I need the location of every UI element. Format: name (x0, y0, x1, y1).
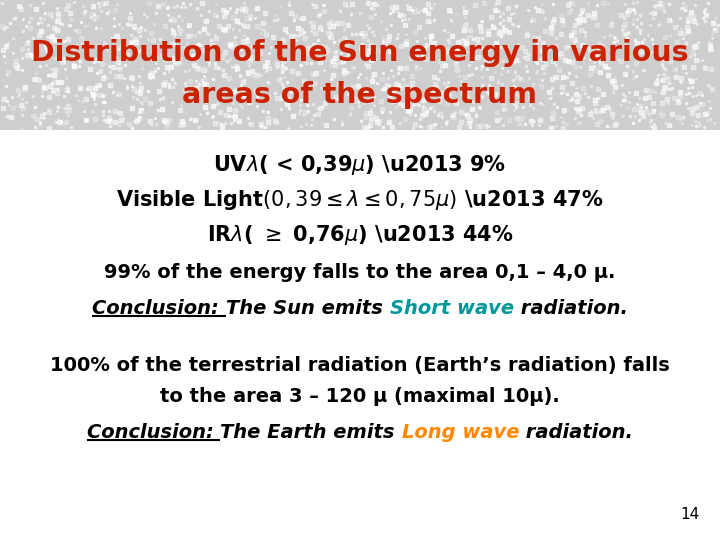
Text: radiation.: radiation. (513, 299, 628, 318)
Text: 14: 14 (680, 507, 700, 522)
Text: Conclusion:: Conclusion: (87, 422, 220, 442)
Text: to the area 3 – 120 μ (maximal 10μ).: to the area 3 – 120 μ (maximal 10μ). (160, 388, 560, 407)
Text: UV$\lambda$( < 0,39$\mu$) \u2013 9%: UV$\lambda$( < 0,39$\mu$) \u2013 9% (213, 153, 507, 177)
FancyBboxPatch shape (0, 0, 720, 130)
Text: areas of the spectrum: areas of the spectrum (182, 81, 538, 109)
Text: IR$\lambda$( $\geq$ 0,76$\mu$) \u2013 44%: IR$\lambda$( $\geq$ 0,76$\mu$) \u2013 44… (207, 223, 513, 247)
Text: The Earth emits: The Earth emits (220, 422, 402, 442)
Text: radiation.: radiation. (519, 422, 633, 442)
Text: The Sun emits: The Sun emits (226, 299, 390, 318)
Text: Long wave: Long wave (402, 422, 519, 442)
Text: Visible Light$(0,39 \leq \lambda \leq 0,75\mu)$ \u2013 47%: Visible Light$(0,39 \leq \lambda \leq 0,… (117, 188, 603, 212)
Text: Distribution of the Sun energy in various: Distribution of the Sun energy in variou… (31, 39, 689, 67)
Text: 100% of the terrestrial radiation (Earth’s radiation) falls: 100% of the terrestrial radiation (Earth… (50, 355, 670, 375)
Text: 99% of the energy falls to the area 0,1 – 4,0 μ.: 99% of the energy falls to the area 0,1 … (104, 262, 616, 281)
Text: Conclusion:: Conclusion: (92, 299, 226, 318)
Text: Short wave: Short wave (390, 299, 513, 318)
